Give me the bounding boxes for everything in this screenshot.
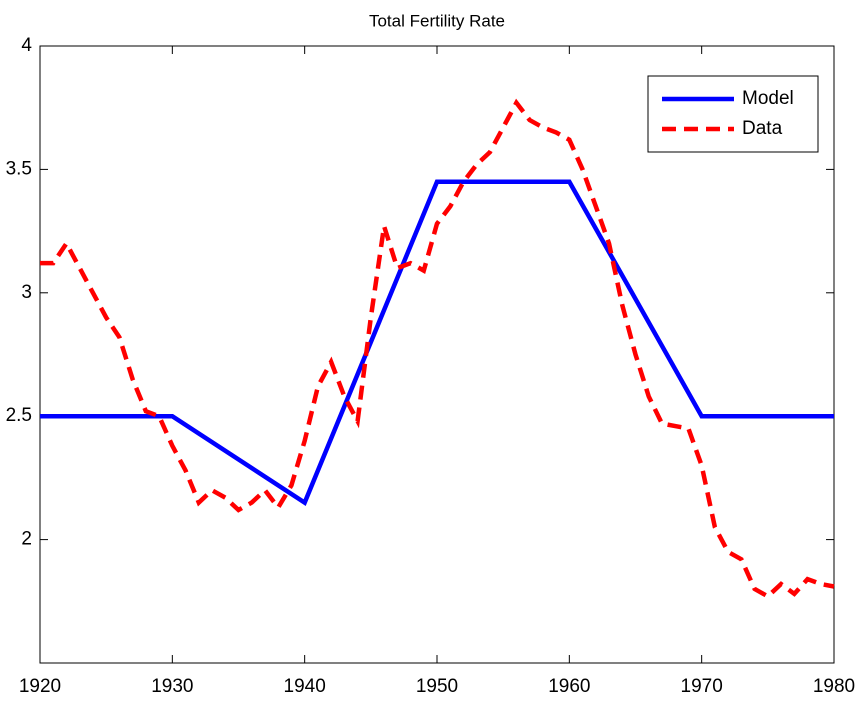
x-tick-label: 1920 [19,676,61,697]
y-tick-label: 3.5 [6,158,32,179]
legend-label: Data [742,118,783,139]
x-tick-label: 1930 [151,676,193,697]
series-line [40,98,835,600]
y-tick-label: 4 [21,35,32,56]
legend-label: Model [742,88,794,109]
x-tick-label: 1970 [681,676,723,697]
chart-title: Total Fertility Rate [369,11,505,30]
x-tick-label: 1960 [548,676,590,697]
x-tick-label: 1950 [416,676,458,697]
y-tick-label: 3 [21,282,32,303]
y-tick-label: 2.5 [6,405,32,426]
y-tick-label: 2 [21,529,32,550]
x-tick-label: 1980 [813,676,855,697]
series-line [40,179,834,506]
x-tick-label: 1940 [284,676,326,697]
legend-box [647,75,819,153]
